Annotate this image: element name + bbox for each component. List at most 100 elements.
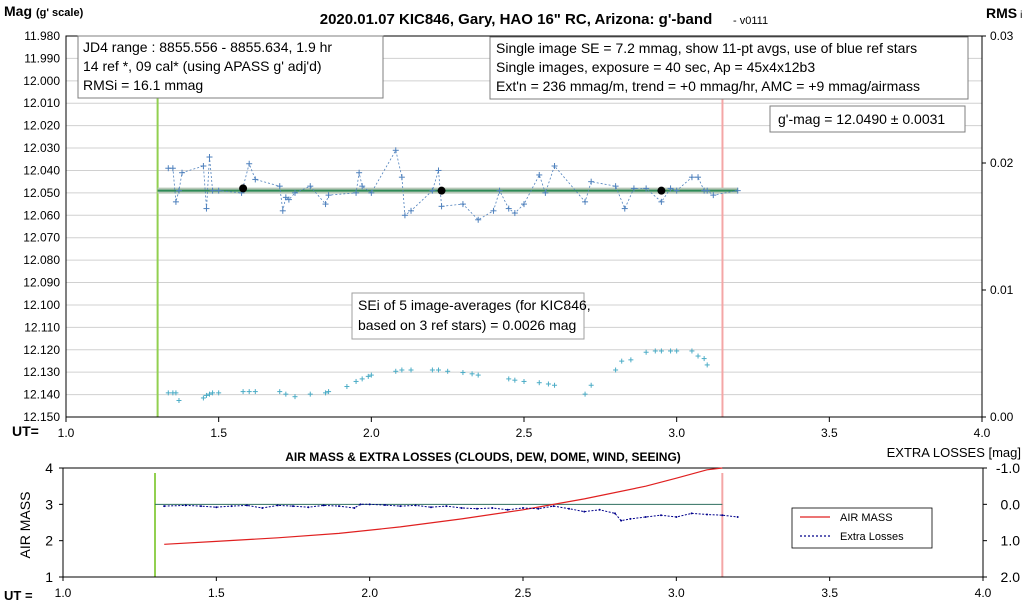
y-tick-label: 12.060 [23, 208, 60, 222]
y2-tick-label: -1.0 [996, 460, 1020, 476]
single-image-point [279, 207, 286, 214]
x-tick-label: 2.0 [363, 426, 380, 440]
single-image-se-text: Single image SE = 7.2 mmag, show 11-pt a… [496, 40, 917, 56]
x-tick-label: 1.0 [58, 426, 75, 440]
rms-point [521, 378, 527, 384]
extinction-text: Ext'n = 236 mmag/m, trend = +0 mmag/hr, … [496, 78, 920, 94]
x-axis-ticks: 1.0 1.5 2.0 2.5 3.0 3.5 4.0 [55, 577, 992, 600]
rms-point [200, 395, 206, 401]
single-image-point [252, 176, 259, 183]
session-markers [156, 98, 724, 417]
single-image-point [206, 154, 213, 161]
extra-losses-point [537, 507, 540, 510]
exposure-text: Single images, exposure = 40 sec, Ap = 4… [496, 59, 815, 75]
y-tick-label: 12.050 [23, 186, 60, 200]
y-tick-label: 2 [45, 533, 53, 549]
y-tick-label: 12.120 [23, 343, 60, 357]
y-tick-label: 1 [45, 569, 53, 585]
airmass-chart: AIR MASS & EXTRA LOSSES (CLOUDS, DEW, DO… [4, 445, 1021, 603]
rms-point [323, 390, 329, 396]
rms-point [277, 389, 283, 395]
single-image-point [215, 187, 222, 194]
single-image-point [392, 147, 399, 154]
single-image-point [582, 198, 589, 205]
extra-losses-point [445, 505, 448, 508]
extra-losses-point [583, 510, 586, 513]
y2-axis-ticks: 0.03 0.02 0.01 0.00 [982, 29, 1014, 424]
y2-axis-ticks: -1.0 0.0 1.0 2.0 [983, 460, 1020, 585]
rms-point [506, 376, 512, 382]
y2-tick-label: 0.02 [990, 156, 1014, 170]
sei-text-line2: based on 3 ref stars) = 0.0026 mag [358, 317, 576, 333]
single-image-point [401, 212, 408, 219]
single-image-point [734, 187, 741, 194]
legend-airmass-label: AIR MASS [840, 512, 893, 524]
rms-point [408, 367, 414, 373]
average-point [657, 186, 666, 195]
single-image-point [276, 183, 283, 190]
y2-axis-label: RMS i [986, 5, 1022, 21]
extra-losses-point [629, 517, 632, 520]
y2-tick-label: 0.01 [990, 283, 1014, 297]
single-image-point [695, 174, 702, 181]
single-image-point [359, 183, 366, 190]
legend: AIR MASS Extra Losses [791, 507, 933, 549]
extra-losses-point [261, 506, 264, 509]
y-tick-label: 12.000 [23, 74, 60, 88]
rms-point [545, 381, 551, 387]
y2-tick-label: 2.0 [1001, 569, 1021, 585]
single-image-point [172, 198, 179, 205]
jd-range-text: JD4 range : 8855.556 - 8855.634, 1.9 hr [83, 39, 332, 55]
extra-losses-point [660, 514, 662, 517]
rmsi-text: RMSi = 16.1 mmag [83, 77, 203, 93]
x-tick-label: 2.5 [516, 426, 533, 440]
y-tick-label: 12.020 [23, 119, 60, 133]
rms-point [652, 348, 658, 354]
single-image-point [588, 178, 595, 185]
extra-losses-point [359, 503, 362, 506]
single-image-point [643, 185, 650, 192]
rms-point [460, 370, 466, 376]
extra-losses-point [399, 505, 402, 508]
extra-losses-point [491, 506, 494, 509]
extra-losses-point [200, 505, 202, 508]
rms-point [173, 390, 179, 396]
extra-losses-point [522, 506, 524, 509]
rms-point [240, 389, 246, 395]
rms-point [512, 377, 518, 383]
single-image-point [285, 196, 292, 203]
rms-point [326, 389, 332, 395]
y-tick-label: 12.010 [23, 96, 60, 110]
rms-point [701, 356, 707, 362]
x-tick-label: 1.5 [210, 426, 227, 440]
single-image-point [710, 192, 717, 199]
rms-point [429, 367, 435, 373]
y2-tick-label: 1.0 [1001, 533, 1021, 549]
single-image-point [307, 183, 314, 190]
extra-losses-point [384, 504, 386, 507]
y2-tick-label: 0.00 [990, 410, 1014, 424]
single-image-point [179, 169, 186, 176]
rms-point [689, 348, 695, 354]
single-image-point [667, 185, 674, 192]
y-tick-label: 12.030 [23, 141, 60, 155]
extra-losses-point [338, 505, 340, 508]
airmass-line [164, 467, 723, 545]
y-tick-label: 12.110 [24, 320, 60, 334]
single-image-point [356, 169, 363, 176]
extra-losses-point [414, 504, 417, 507]
rms-point [674, 348, 680, 354]
rms-point [252, 389, 258, 395]
single-image-point [459, 201, 466, 208]
rms-point [353, 378, 359, 384]
extra-losses-point [246, 504, 248, 507]
rms-point [552, 382, 558, 388]
rms-point [210, 390, 216, 396]
rms-point [469, 371, 475, 377]
y-tick-label: 12.070 [23, 231, 60, 245]
y-axis-label: Mag (g' scale) [4, 3, 84, 19]
extra-losses-point [430, 506, 432, 509]
extra-losses-point [644, 516, 647, 519]
single-image-point [673, 187, 680, 194]
extra-losses-point [215, 506, 218, 509]
